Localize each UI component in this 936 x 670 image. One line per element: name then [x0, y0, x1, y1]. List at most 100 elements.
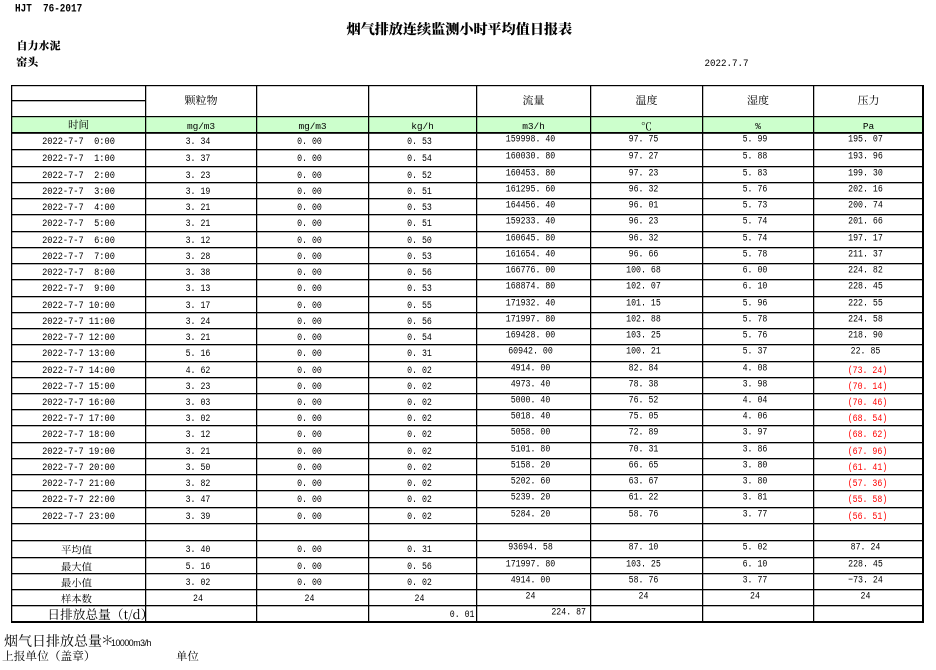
svg-text:4. 04: 4. 04	[743, 396, 768, 407]
svg-text:58. 76: 58. 76	[629, 510, 659, 521]
svg-text:kg/h: kg/h	[411, 121, 433, 132]
svg-text:224. 82: 224. 82	[848, 266, 883, 277]
svg-text:(70. 46): (70. 46)	[848, 397, 888, 409]
svg-text:3. 47: 3. 47	[186, 495, 211, 506]
svg-text:24: 24	[750, 592, 760, 603]
svg-text:3. 21: 3. 21	[186, 203, 211, 214]
svg-text:0. 00: 0. 00	[297, 203, 322, 214]
svg-text:0. 52: 0. 52	[407, 171, 432, 182]
svg-text:3. 23: 3. 23	[186, 382, 211, 393]
svg-text:−73. 24: −73. 24	[848, 576, 883, 587]
svg-text:5. 99: 5. 99	[743, 135, 768, 146]
svg-text:0. 31: 0. 31	[407, 349, 432, 360]
svg-text:24: 24	[639, 592, 649, 603]
svg-text:3. 21: 3. 21	[186, 219, 211, 230]
svg-text:3. 77: 3. 77	[743, 576, 768, 587]
svg-text:3. 82: 3. 82	[186, 479, 211, 490]
svg-text:2022-7-7 20:00: 2022-7-7 20:00	[42, 463, 115, 474]
svg-text:5. 74: 5. 74	[743, 234, 768, 245]
svg-text:0. 00: 0. 00	[297, 447, 322, 458]
svg-text:3. 38: 3. 38	[186, 268, 211, 279]
svg-text:0. 00: 0. 00	[297, 301, 322, 312]
svg-text:5. 88: 5. 88	[743, 152, 768, 163]
svg-text:4. 06: 4. 06	[743, 412, 768, 423]
svg-text:5101. 80: 5101. 80	[511, 445, 551, 456]
svg-text:4914. 00: 4914. 00	[511, 576, 551, 587]
svg-text:(67. 96): (67. 96)	[848, 446, 888, 458]
svg-text:0. 00: 0. 00	[297, 252, 322, 263]
svg-text:3. 19: 3. 19	[186, 187, 211, 198]
svg-text:3. 12: 3. 12	[186, 236, 211, 247]
svg-text:2022-7-7 22:00: 2022-7-7 22:00	[42, 495, 115, 506]
svg-text:0. 02: 0. 02	[407, 495, 432, 506]
svg-text:0. 02: 0. 02	[407, 447, 432, 458]
svg-text:5018. 40: 5018. 40	[511, 412, 551, 423]
svg-text:(70. 14): (70. 14)	[848, 381, 888, 393]
svg-text:3. 97: 3. 97	[743, 428, 768, 439]
svg-text:5. 83: 5. 83	[743, 169, 768, 180]
svg-text:87. 24: 87. 24	[851, 543, 881, 554]
svg-text:103. 25: 103. 25	[626, 331, 661, 342]
svg-text:0. 53: 0. 53	[407, 203, 432, 214]
svg-text:24: 24	[861, 592, 871, 603]
svg-text:0. 00: 0. 00	[297, 398, 322, 409]
svg-text:0. 53: 0. 53	[407, 284, 432, 295]
svg-text:24: 24	[415, 594, 425, 605]
svg-text:2022-7-7 10:00: 2022-7-7 10:00	[42, 301, 115, 312]
svg-text:5. 02: 5. 02	[743, 543, 768, 554]
svg-text:5202. 60: 5202. 60	[511, 477, 551, 488]
svg-text:3. 81: 3. 81	[743, 493, 768, 504]
svg-text:0. 54: 0. 54	[407, 333, 432, 344]
svg-text:3. 77: 3. 77	[743, 510, 768, 521]
svg-text:3. 80: 3. 80	[743, 477, 768, 488]
svg-text:171997. 80: 171997. 80	[506, 560, 556, 571]
svg-text:3. 40: 3. 40	[186, 545, 211, 556]
svg-text:4973. 40: 4973. 40	[511, 380, 551, 391]
svg-text:3. 02: 3. 02	[186, 578, 211, 589]
svg-text:Pa: Pa	[863, 121, 875, 132]
svg-text:0. 50: 0. 50	[407, 236, 432, 247]
svg-text:3. 86: 3. 86	[743, 445, 768, 456]
svg-text:24: 24	[526, 592, 536, 603]
svg-text:(68. 62): (68. 62)	[848, 429, 888, 441]
svg-text:2022-7-7 6:00: 2022-7-7 6:00	[42, 236, 115, 247]
svg-text:102. 88: 102. 88	[626, 315, 661, 326]
svg-text:160453. 80: 160453. 80	[506, 169, 556, 180]
svg-text:2022-7-7 11:00: 2022-7-7 11:00	[42, 317, 115, 328]
svg-text:160645. 80: 160645. 80	[506, 234, 556, 245]
svg-text:0. 55: 0. 55	[407, 301, 432, 312]
svg-text:3. 03: 3. 03	[186, 398, 211, 409]
svg-text:193. 96: 193. 96	[848, 152, 883, 163]
svg-text:2022-7-7 13:00: 2022-7-7 13:00	[42, 349, 115, 360]
svg-text:72. 89: 72. 89	[629, 428, 659, 439]
svg-text:96. 01: 96. 01	[629, 201, 659, 212]
svg-text:0. 31: 0. 31	[407, 545, 432, 556]
svg-text:161654. 40: 161654. 40	[506, 250, 556, 261]
svg-text:5. 78: 5. 78	[743, 315, 768, 326]
svg-text:2022-7-7 12:00: 2022-7-7 12:00	[42, 333, 115, 344]
svg-text:5. 74: 5. 74	[743, 217, 768, 228]
svg-text:4914. 00: 4914. 00	[511, 364, 551, 375]
svg-text:5. 37: 5. 37	[743, 347, 768, 358]
svg-text:2022-7-7 9:00: 2022-7-7 9:00	[42, 284, 115, 295]
svg-text:24: 24	[193, 594, 203, 605]
svg-text:0. 02: 0. 02	[407, 578, 432, 589]
svg-text:0. 00: 0. 00	[297, 171, 322, 182]
svg-text:82. 84: 82. 84	[629, 364, 659, 375]
svg-text:2022-7-7 3:00: 2022-7-7 3:00	[42, 187, 115, 198]
svg-text:166776. 00: 166776. 00	[506, 266, 556, 277]
svg-text:0. 00: 0. 00	[297, 137, 322, 148]
svg-text:60942. 00: 60942. 00	[508, 347, 553, 358]
svg-text:0. 56: 0. 56	[407, 317, 432, 328]
svg-text:3. 37: 3. 37	[186, 154, 211, 165]
svg-text:0. 00: 0. 00	[297, 284, 322, 295]
svg-text:3. 80: 3. 80	[743, 461, 768, 472]
svg-text:(57. 36): (57. 36)	[848, 478, 888, 490]
svg-text:100. 68: 100. 68	[626, 266, 661, 277]
svg-text:96. 66: 96. 66	[629, 250, 659, 261]
svg-text:2022-7-7 17:00: 2022-7-7 17:00	[42, 414, 115, 425]
svg-text:3. 21: 3. 21	[186, 447, 211, 458]
svg-text:222. 55: 222. 55	[848, 299, 883, 310]
svg-text:96. 32: 96. 32	[629, 185, 659, 196]
svg-text:97. 27: 97. 27	[629, 152, 659, 163]
